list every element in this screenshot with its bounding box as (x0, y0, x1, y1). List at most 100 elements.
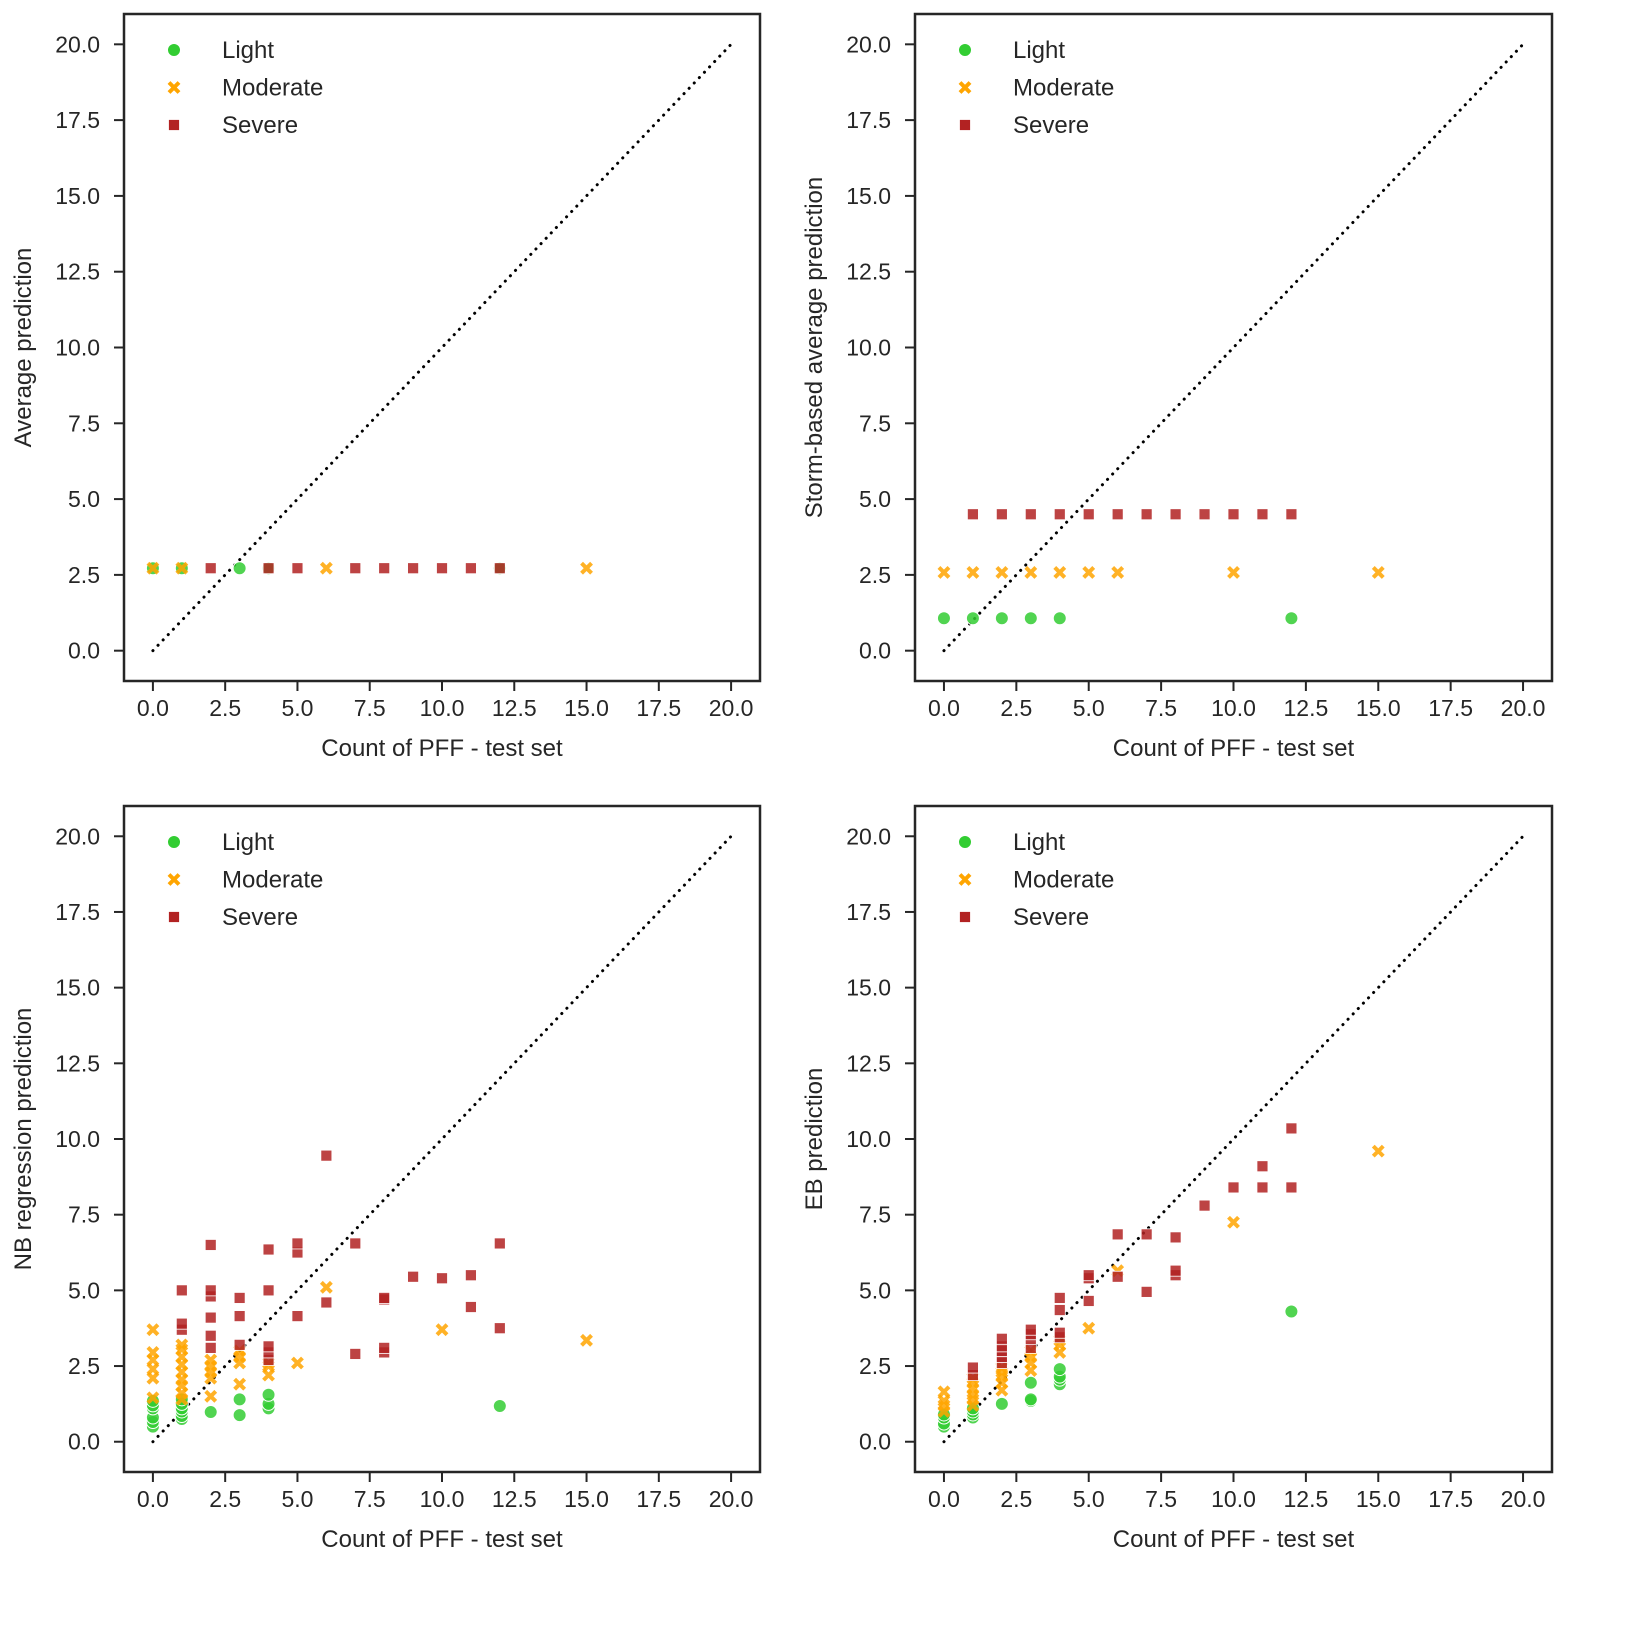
x-tick-label: 15.0 (1356, 695, 1401, 721)
series-moderate (146, 561, 593, 575)
data-point-severe (967, 508, 979, 521)
legend-label-severe: Severe (222, 112, 298, 139)
y-tick-label: 0.0 (68, 638, 100, 664)
legend-marker-severe (959, 911, 971, 923)
legend-marker-moderate (958, 81, 972, 94)
data-point-light (232, 561, 247, 576)
legend-marker-light (167, 835, 181, 849)
data-point-severe (1053, 508, 1066, 521)
y-tick-label: 5.0 (68, 1277, 100, 1303)
y-tick-label: 7.5 (68, 1202, 100, 1228)
y-axis-label: Storm-based average prediction (801, 177, 828, 519)
data-point-severe (407, 1270, 419, 1283)
y-tick-label: 10.0 (55, 335, 100, 361)
data-point-severe (1256, 1181, 1269, 1194)
data-point-severe (1024, 1323, 1037, 1336)
y-tick-label: 7.5 (859, 410, 891, 436)
x-tick-label: 12.5 (1284, 1486, 1329, 1512)
legend-marker-light (958, 43, 972, 57)
data-point-severe (465, 562, 477, 575)
x-tick-label: 2.5 (1000, 695, 1032, 721)
data-point-severe (291, 1237, 304, 1250)
data-point-severe (1053, 1326, 1066, 1339)
data-point-moderate (1371, 566, 1385, 579)
x-tick-label: 17.5 (1428, 1486, 1473, 1512)
data-point-light (936, 611, 951, 626)
identity-reference-line (151, 42, 733, 653)
x-tick-label: 17.5 (1428, 695, 1473, 721)
legend: Light Moderate Severe (167, 37, 323, 139)
data-point-moderate (319, 561, 333, 575)
y-tick-label: 17.5 (846, 107, 891, 133)
y-tick-label: 2.5 (859, 562, 891, 588)
y-tick-label: 12.5 (55, 259, 100, 285)
data-point-severe (1256, 508, 1269, 521)
y-tick-label: 15.0 (846, 975, 891, 1001)
y-tick-label: 0.0 (859, 638, 891, 664)
data-point-moderate (937, 566, 951, 579)
data-point-severe (204, 1341, 217, 1354)
data-point-severe (1082, 1269, 1095, 1282)
data-point-moderate (937, 1385, 951, 1399)
data-point-severe (1140, 508, 1153, 521)
data-point-light (492, 1399, 507, 1414)
x-tick-label: 10.0 (420, 1486, 465, 1512)
data-point-severe (262, 562, 275, 575)
legend-marker-severe (168, 119, 180, 131)
y-tick-label: 2.5 (68, 1353, 100, 1379)
data-point-moderate (291, 1356, 304, 1370)
data-point-severe (1111, 508, 1124, 521)
legend-marker-light (958, 835, 972, 849)
legend: Light Moderate Severe (958, 829, 1114, 931)
x-tick-label: 7.5 (1145, 695, 1177, 721)
x-tick-label: 17.5 (636, 1486, 681, 1512)
y-axis-label: EB prediction (801, 1068, 828, 1211)
data-point-moderate (175, 561, 189, 575)
series-severe (967, 508, 1298, 521)
data-point-light (1052, 1362, 1067, 1377)
y-tick-label: 12.5 (846, 1050, 891, 1076)
y-tick-label: 17.5 (55, 899, 100, 925)
legend-label-moderate: Moderate (222, 867, 323, 894)
series-moderate (937, 566, 1385, 579)
y-tick-label: 10.0 (55, 1126, 100, 1152)
data-point-light (994, 1396, 1009, 1411)
y-tick-label: 10.0 (846, 335, 891, 361)
data-point-severe (1169, 1264, 1182, 1277)
x-tick-label: 0.0 (928, 1486, 960, 1512)
x-tick-label: 0.0 (137, 695, 169, 721)
identity-reference-line (151, 834, 733, 1444)
data-point-severe (204, 1284, 217, 1297)
legend-marker-light (167, 43, 181, 57)
y-tick-label: 17.5 (55, 107, 100, 133)
y-tick-label: 15.0 (846, 183, 891, 209)
y-axis-label: NB regression prediction (10, 1008, 37, 1271)
y-tick-label: 2.5 (859, 1353, 891, 1379)
x-tick-label: 7.5 (1145, 1486, 1177, 1512)
x-tick-label: 20.0 (1501, 1486, 1546, 1512)
data-point-severe (233, 1310, 246, 1322)
data-point-severe (1111, 1228, 1124, 1241)
data-point-severe (995, 1332, 1008, 1345)
y-tick-label: 5.0 (859, 486, 891, 512)
data-point-severe (1198, 1199, 1211, 1212)
y-tick-label: 20.0 (55, 823, 100, 849)
x-tick-label: 5.0 (1073, 695, 1105, 721)
legend-marker-severe (959, 119, 971, 131)
y-tick-label: 2.5 (68, 562, 100, 588)
y-tick-label: 7.5 (68, 410, 100, 436)
series-moderate (937, 1144, 1385, 1418)
x-tick-label: 2.5 (209, 1486, 241, 1512)
legend-label-light: Light (1013, 829, 1065, 856)
x-tick-label: 10.0 (1211, 1486, 1256, 1512)
x-tick-label: 15.0 (564, 1486, 609, 1512)
data-point-severe (262, 1243, 275, 1256)
data-point-severe (493, 1322, 506, 1335)
data-point-severe (349, 1348, 362, 1360)
data-point-severe (1140, 1285, 1153, 1298)
data-point-moderate (204, 1389, 218, 1403)
data-point-moderate (1227, 566, 1240, 579)
data-point-severe (320, 1149, 333, 1162)
legend-label-severe: Severe (222, 904, 298, 931)
